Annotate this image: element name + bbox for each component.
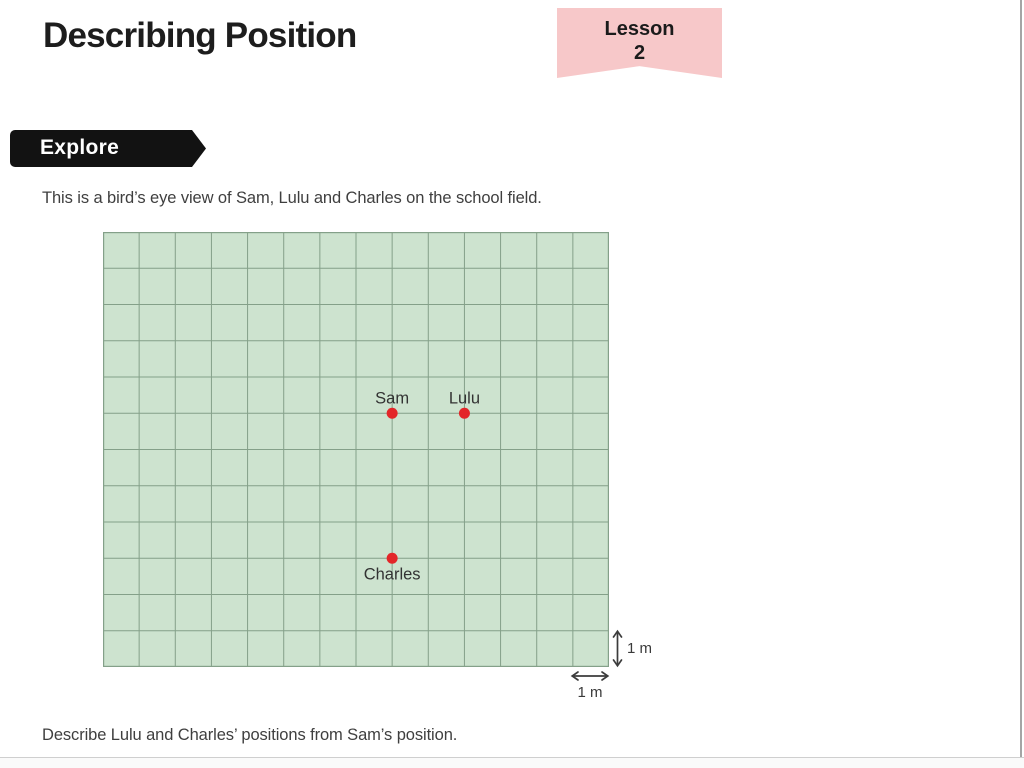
field-grid: Sam Lulu Charles: [103, 232, 609, 667]
lesson-badge-number: 2: [633, 42, 646, 64]
horizontal-scale: 1 m: [569, 669, 611, 701]
horizontal-double-arrow-icon: [570, 671, 610, 681]
intro-text: This is a bird’s eye view of Sam, Lulu a…: [42, 189, 542, 207]
point-lulu: [458, 407, 470, 419]
lesson-badge: Lesson 2: [557, 8, 722, 78]
point-label-charles: Charles: [364, 565, 421, 583]
point-sam: [386, 407, 398, 419]
vertical-scale-label: 1 m: [627, 640, 653, 657]
vertical-double-arrow-icon: [612, 629, 623, 668]
slide-right-edge: [1020, 0, 1022, 758]
point-label-sam: Sam: [375, 389, 409, 407]
page-title: Describing Position: [43, 16, 357, 55]
explore-banner: Explore: [10, 130, 206, 167]
point-label-lulu: Lulu: [449, 389, 480, 407]
explore-banner-label: Explore: [40, 136, 120, 159]
lesson-badge-label: Lesson: [604, 18, 675, 40]
horizontal-scale-label: 1 m: [577, 684, 603, 701]
point-charles: [386, 552, 398, 564]
slide-bottom-edge: [0, 757, 1024, 768]
question-text: Describe Lulu and Charles’ positions fro…: [42, 726, 458, 744]
vertical-scale: 1 m: [611, 629, 652, 668]
